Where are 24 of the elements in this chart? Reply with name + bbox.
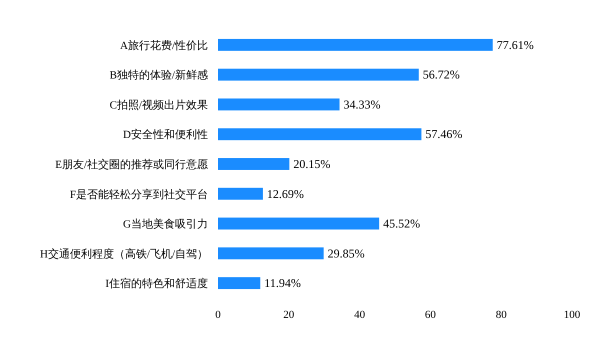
y-tick-label: I住宿的特色和舒适度	[105, 277, 208, 290]
data-label: 57.46%	[425, 127, 462, 142]
x-tick-label: 0	[215, 309, 222, 321]
data-label: 77.61%	[496, 38, 534, 52]
data-label: 12.69%	[266, 186, 304, 201]
x-tick-label: 100	[564, 309, 581, 321]
y-tick-label: B独特的体验/新鲜感	[110, 68, 208, 82]
data-label: 29.85%	[328, 246, 365, 260]
y-tick-label: G当地美食吸引力	[123, 218, 208, 231]
y-tick-label: D安全性和便利性	[123, 128, 208, 142]
data-label: 34.33%	[344, 97, 381, 112]
x-tick-label: 40	[354, 309, 366, 321]
y-tick-label: E朋友/社交圈的推荐或同行意愿	[55, 158, 208, 171]
y-tick-label: H交通便利程度（高铁/飞机/自驾）	[40, 247, 208, 260]
x-tick-label: 20	[283, 309, 295, 321]
y-tick-label: A旅行花费/性价比	[120, 38, 208, 52]
y-tick-label: F是否能轻松分享到社交平台	[70, 188, 208, 201]
data-label: 56.72%	[422, 68, 460, 82]
x-tick-label: 60	[424, 309, 436, 321]
x-tick-label: 80	[496, 309, 508, 321]
data-label: 11.94%	[264, 276, 301, 290]
data-label: 20.15%	[293, 157, 330, 171]
y-tick-label: C拍照/视频出片效果	[110, 98, 208, 112]
data-label: 45.52%	[383, 216, 420, 231]
